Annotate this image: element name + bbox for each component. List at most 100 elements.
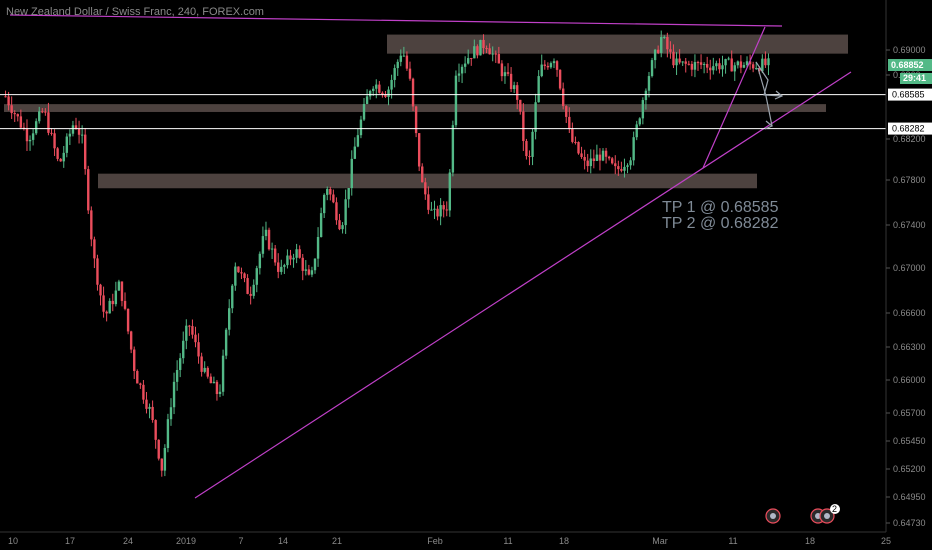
candle-body	[390, 79, 393, 90]
candle-body	[751, 64, 755, 69]
candle-body	[574, 141, 577, 143]
candle-body	[237, 266, 240, 273]
candle-body	[598, 154, 602, 161]
candle-body	[709, 67, 712, 71]
candle-body	[338, 220, 341, 230]
x-tick-label: 7	[238, 536, 243, 546]
candle-body	[261, 236, 265, 254]
top-trendline[interactable]	[9, 14, 783, 27]
candle-body	[47, 112, 50, 133]
candle-body	[191, 326, 194, 335]
y-tick-label: 0.67000	[893, 263, 926, 273]
candle-body	[142, 384, 145, 400]
x-tick-label: 2019	[176, 536, 196, 546]
candle-body	[298, 249, 301, 258]
candle-body	[702, 63, 706, 65]
candle-body	[126, 308, 130, 332]
candle-body	[494, 53, 497, 55]
candle-body	[583, 156, 586, 161]
candle-body	[212, 381, 216, 384]
candle-body	[362, 104, 366, 120]
x-tick-label: 11	[503, 536, 512, 546]
candle-body	[718, 63, 721, 70]
candle-body	[136, 371, 139, 384]
candle-body	[485, 48, 488, 50]
candle-body	[748, 61, 752, 65]
candle-body	[712, 66, 715, 71]
projection-arrow	[757, 67, 773, 127]
candle-body	[151, 406, 154, 421]
tp-annotation: TP 1 @ 0.68585 TP 2 @ 0.68282	[662, 200, 778, 232]
candle-body	[280, 266, 283, 272]
candle-body	[31, 133, 35, 140]
candle-body	[270, 248, 274, 250]
candle-body	[705, 63, 709, 68]
candle-body	[148, 406, 151, 409]
candle-body	[218, 391, 222, 395]
candle-body	[617, 166, 620, 170]
candle-body	[758, 68, 761, 72]
x-tick-label: 10	[8, 536, 18, 546]
candle-body	[28, 139, 32, 142]
candle-body	[96, 258, 99, 285]
candle-body	[528, 156, 531, 158]
candle-body	[632, 137, 635, 161]
candle-body	[175, 369, 179, 382]
candle-body	[724, 59, 727, 66]
candle-body	[699, 62, 703, 65]
candle-body	[34, 121, 38, 134]
candle-body	[672, 51, 675, 66]
candle-body	[565, 106, 568, 117]
y-tick-label: 0.64950	[893, 492, 926, 502]
candle-body	[626, 165, 629, 167]
candle-body	[460, 66, 464, 74]
candle-body	[129, 331, 133, 350]
wedge-trendline[interactable]	[702, 26, 766, 169]
candle-body	[558, 69, 562, 89]
candle-body	[65, 136, 69, 153]
candle-body	[74, 125, 78, 129]
candle-body	[255, 268, 258, 285]
candle-body	[185, 325, 188, 341]
candle-body	[350, 158, 353, 189]
candle-body	[721, 65, 724, 70]
candle-body	[561, 88, 565, 107]
candle-body	[430, 209, 433, 211]
candle-body	[283, 265, 286, 267]
candle-body	[424, 182, 427, 195]
candle-body	[592, 158, 596, 161]
candle-body	[445, 209, 448, 211]
candle-body	[552, 61, 556, 64]
price-level-badge	[888, 122, 932, 135]
candle-body	[197, 342, 200, 357]
x-tick-label: 18	[559, 536, 569, 546]
candle-body	[228, 308, 231, 330]
candle-body	[408, 68, 412, 79]
candle-body	[102, 295, 105, 312]
candle-body	[454, 75, 458, 126]
candle-body	[684, 61, 687, 64]
candle-body	[194, 334, 197, 343]
x-tick-label: 24	[123, 536, 133, 546]
candle-body	[359, 119, 363, 136]
candle-body	[243, 273, 246, 279]
candle-body	[696, 62, 700, 64]
y-tick-label: 0.67400	[893, 220, 926, 230]
candle-body	[13, 113, 16, 115]
candle-body	[463, 63, 467, 67]
candle-body	[733, 65, 736, 72]
rising-trendline[interactable]	[194, 71, 852, 499]
price-level-label: 0.68585	[892, 90, 925, 100]
candle-body	[353, 146, 357, 159]
candle-body	[387, 89, 390, 97]
candle-body	[166, 419, 170, 448]
flag-icon-inner	[770, 513, 776, 519]
price-level-badge	[888, 88, 932, 101]
candle-body	[200, 356, 203, 372]
candle-body	[50, 132, 53, 134]
candle-body	[687, 63, 691, 65]
x-tick-label: 11	[728, 536, 737, 546]
candle-body	[396, 61, 399, 69]
